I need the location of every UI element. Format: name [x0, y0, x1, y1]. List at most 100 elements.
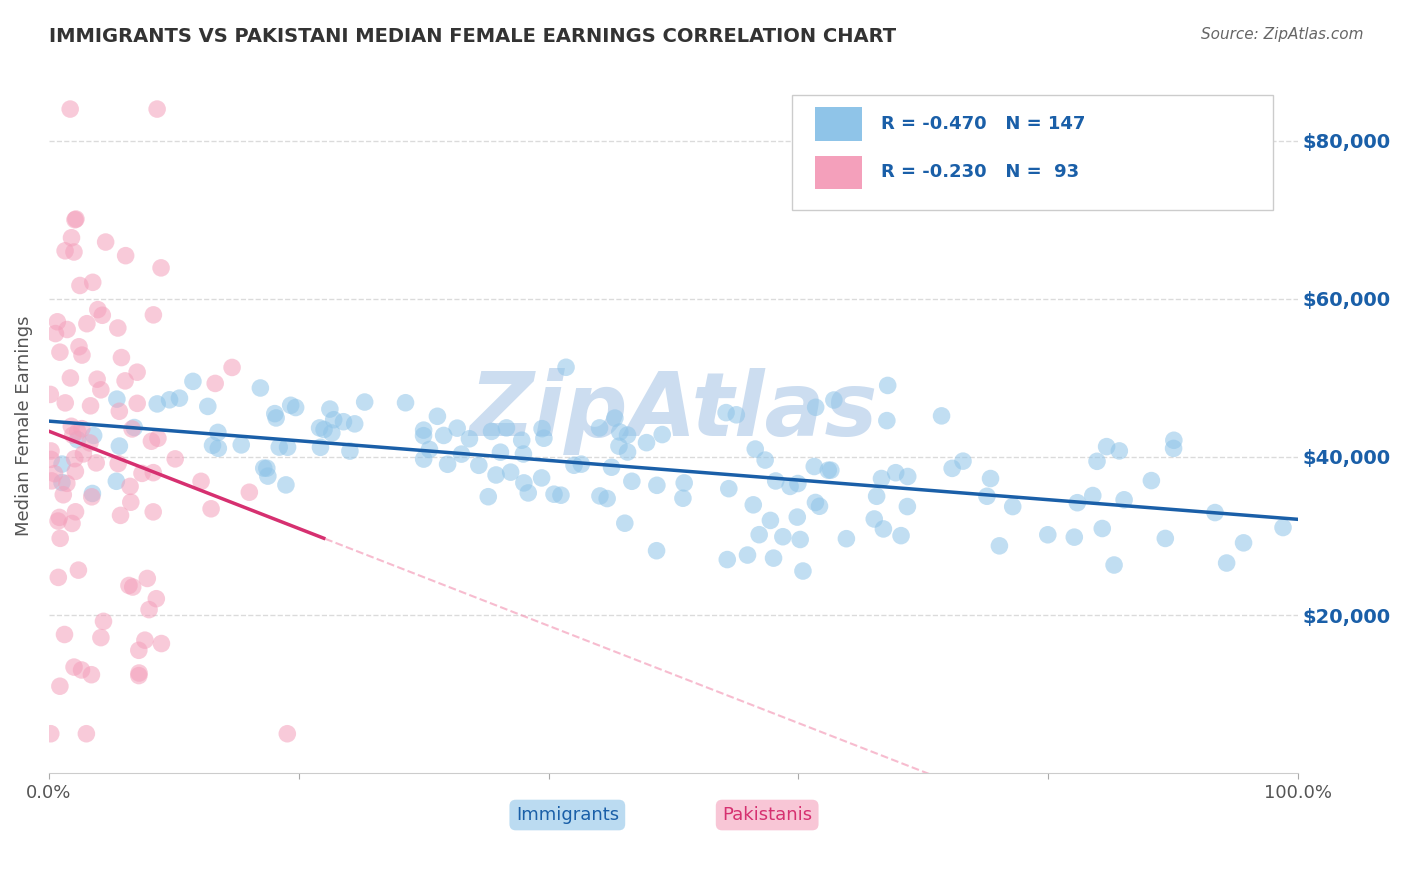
Y-axis label: Median Female Earnings: Median Female Earnings	[15, 315, 32, 535]
Point	[280, 398, 302, 412]
Point	[1066, 496, 1088, 510]
Point	[231, 438, 253, 452]
Point	[59, 371, 82, 385]
Point	[110, 508, 132, 523]
Point	[82, 486, 104, 500]
Point	[489, 445, 512, 459]
Point	[319, 402, 342, 417]
Point	[804, 495, 827, 509]
Point	[181, 375, 204, 389]
Point	[754, 453, 776, 467]
Point	[257, 469, 280, 483]
Point	[616, 428, 638, 442]
Point	[80, 490, 103, 504]
Point	[1215, 556, 1237, 570]
Point	[159, 392, 181, 407]
Point	[124, 420, 146, 434]
Point	[253, 461, 276, 475]
Point	[804, 401, 827, 415]
Point	[65, 212, 87, 227]
Point	[75, 727, 97, 741]
Point	[512, 447, 534, 461]
Point	[786, 476, 808, 491]
Point	[69, 278, 91, 293]
Point	[121, 580, 143, 594]
Point	[748, 527, 770, 541]
Point	[495, 421, 517, 435]
Point	[353, 395, 375, 409]
Point	[988, 539, 1011, 553]
Point	[277, 440, 299, 454]
Point	[264, 411, 287, 425]
Point	[742, 498, 765, 512]
Point	[49, 345, 72, 359]
Point	[952, 454, 974, 468]
Bar	[814, 156, 862, 189]
Point	[884, 466, 907, 480]
Point	[890, 528, 912, 542]
Point	[308, 421, 330, 435]
Point	[808, 500, 831, 514]
Point	[468, 458, 491, 473]
Point	[108, 404, 131, 418]
Point	[128, 643, 150, 657]
Point	[41, 474, 63, 488]
Point	[412, 428, 434, 442]
Point	[1108, 444, 1130, 458]
Point	[1272, 520, 1295, 534]
Text: Immigrants: Immigrants	[516, 806, 619, 824]
Point	[343, 417, 366, 431]
Point	[284, 401, 307, 415]
Point	[517, 486, 540, 500]
Point	[49, 532, 72, 546]
Point	[645, 478, 668, 492]
Point	[418, 442, 440, 457]
Point	[1091, 521, 1114, 535]
Text: Source: ZipAtlas.com: Source: ZipAtlas.com	[1201, 27, 1364, 42]
Point	[63, 212, 86, 227]
Point	[1154, 532, 1177, 546]
Point	[49, 679, 72, 693]
Point	[136, 571, 159, 585]
Point	[51, 475, 73, 490]
Point	[1114, 492, 1136, 507]
Point	[394, 396, 416, 410]
Point	[765, 474, 787, 488]
Point	[150, 636, 173, 650]
Point	[207, 442, 229, 456]
Point	[863, 512, 886, 526]
Point	[91, 308, 114, 322]
Point	[897, 469, 920, 483]
Point	[817, 463, 839, 477]
Point	[820, 463, 842, 477]
Point	[84, 456, 107, 470]
Point	[941, 461, 963, 475]
Point	[150, 260, 173, 275]
Point	[835, 532, 858, 546]
Point	[190, 475, 212, 489]
Point	[477, 490, 499, 504]
Point	[128, 668, 150, 682]
Point	[672, 491, 695, 506]
Text: R = -0.470   N = 147: R = -0.470 N = 147	[880, 115, 1085, 133]
Point	[321, 425, 343, 440]
Point	[1140, 474, 1163, 488]
Text: ZipAtlas: ZipAtlas	[470, 368, 877, 455]
Bar	[814, 107, 862, 141]
Point	[63, 660, 86, 674]
Point	[63, 245, 86, 260]
Point	[588, 421, 610, 435]
Point	[48, 510, 70, 524]
Point	[120, 495, 142, 509]
Point	[70, 422, 93, 436]
Point	[121, 422, 143, 436]
Point	[105, 392, 128, 406]
Point	[589, 489, 612, 503]
Point	[603, 411, 626, 425]
Point	[872, 522, 894, 536]
Point	[1204, 506, 1226, 520]
Point	[145, 591, 167, 606]
Point	[165, 451, 187, 466]
Point	[39, 452, 62, 467]
Point	[46, 570, 69, 584]
